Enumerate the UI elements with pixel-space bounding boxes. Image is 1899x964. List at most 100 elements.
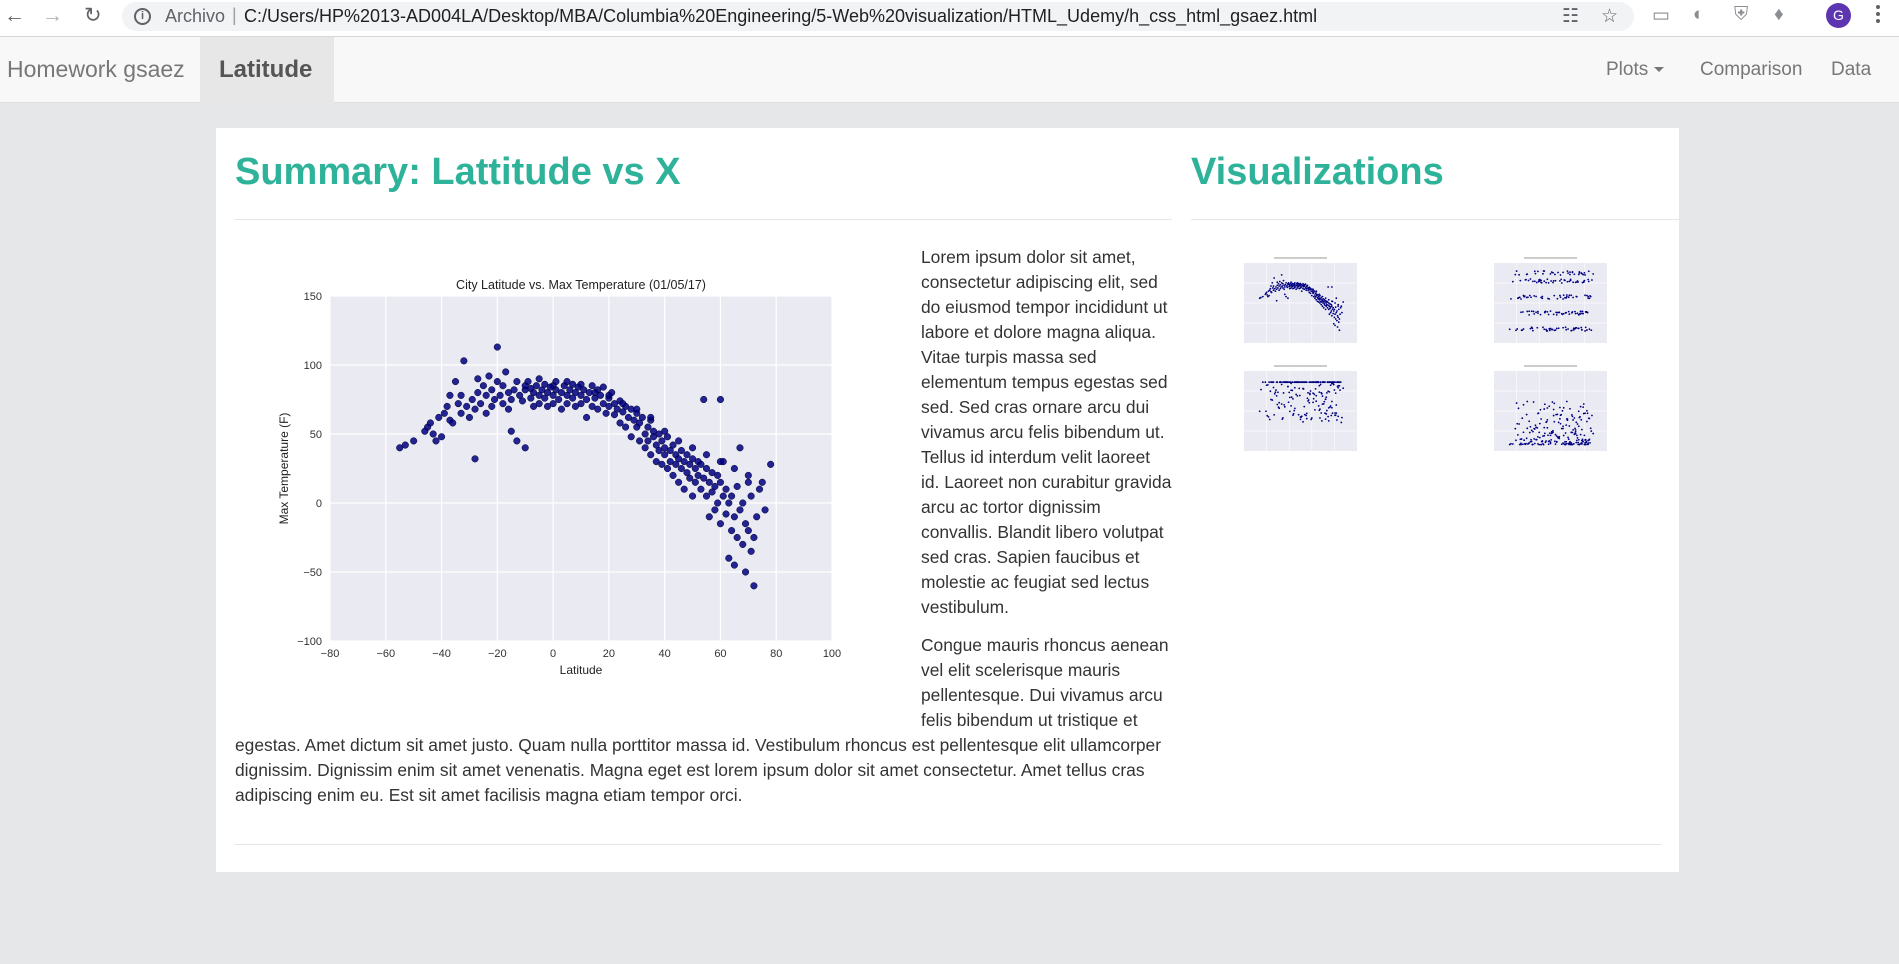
reload-icon[interactable]: ↻: [84, 4, 102, 27]
address-bar[interactable]: i Archivo | C:/Users/HP%2013-AD004LA/Des…: [122, 2, 1634, 31]
cast-icon[interactable]: ▭: [1652, 5, 1670, 26]
thumb-data-point: [1298, 387, 1301, 390]
thumbnail-humidity[interactable]: [1482, 253, 1622, 353]
nav-item-latitude[interactable]: Latitude: [200, 37, 334, 103]
thumb-data-point: [1567, 436, 1569, 439]
thumb-data-point: [1268, 381, 1271, 384]
thumb-data-point: [1530, 440, 1533, 443]
thumb-data-point: [1342, 387, 1345, 390]
puzzle-icon[interactable]: ♦: [1774, 4, 1784, 25]
thumb-data-point: [1296, 281, 1299, 284]
thumb-data-point: [1338, 384, 1341, 387]
thumb-data-point: [1572, 419, 1574, 421]
thumb-data-point: [1551, 328, 1554, 331]
thumb-data-point: [1588, 417, 1591, 420]
nav-link-comparison[interactable]: Comparison: [1700, 59, 1803, 80]
thumbnail-wind-speed[interactable]: [1482, 361, 1622, 461]
thumb-data-point: [1321, 395, 1324, 398]
data-point: [711, 506, 719, 514]
thumb-data-point: [1590, 329, 1593, 332]
thumb-data-point: [1530, 429, 1533, 432]
main-figure[interactable]: −80 −60 −40 −20 0 20 40 60 80 100 −100 −50 0 50 100 150…: [235, 245, 921, 723]
thumb-data-point: [1575, 439, 1578, 442]
y-tick-label: 100: [304, 360, 322, 372]
data-point: [663, 464, 672, 473]
info-icon[interactable]: i: [134, 8, 151, 25]
thumb-data-point: [1308, 401, 1311, 404]
thumbnail-max-temperature[interactable]: [1232, 253, 1372, 353]
thumb-data-point: [1273, 287, 1276, 290]
thumb-data-point: [1314, 408, 1316, 411]
thumb-data-point: [1565, 424, 1568, 427]
thumb-data-point: [1569, 407, 1571, 410]
thumb-data-point: [1279, 283, 1282, 286]
thumb-data-point: [1299, 381, 1302, 384]
thumb-data-point: [1553, 420, 1556, 423]
thumb-data-point: [1543, 432, 1546, 435]
thumb-data-point: [1589, 295, 1592, 298]
thumb-data-point: [1587, 270, 1590, 273]
thumb-data-point: [1328, 390, 1331, 393]
menu-icon[interactable]: [1876, 5, 1880, 26]
thumb-data-point: [1532, 329, 1534, 332]
back-arrow-icon[interactable]: ←: [4, 4, 25, 27]
plots-dropdown[interactable]: Plots: [1606, 59, 1665, 81]
thumb-data-point: [1532, 310, 1535, 313]
thumb-data-point: [1266, 295, 1269, 298]
thumb-data-point: [1582, 440, 1585, 443]
thumb-data-point: [1547, 281, 1550, 284]
thumb-data-point: [1528, 431, 1531, 434]
data-point: [705, 513, 713, 521]
url-text[interactable]: C:/Users/HP%2013-AD004LA/Desktop/MBA/Col…: [244, 6, 1318, 26]
thumbnail-cloudiness[interactable]: [1232, 361, 1372, 461]
thumb-data-point: [1339, 381, 1342, 384]
thumb-data-point: [1510, 442, 1512, 445]
thumb-data-point: [1537, 310, 1539, 313]
forward-arrow-icon[interactable]: →: [42, 4, 63, 27]
thumb-data-point: [1337, 415, 1340, 418]
data-point: [563, 400, 571, 408]
thumb-data-point: [1309, 393, 1311, 396]
data-point: [716, 520, 724, 528]
thumb-data-point: [1560, 413, 1563, 416]
thumb-data-point: [1555, 440, 1558, 443]
thumb-data-point: [1540, 281, 1542, 284]
shield-icon[interactable]: ⛨: [1734, 4, 1749, 25]
profile-avatar[interactable]: G: [1826, 3, 1851, 28]
thumb-data-point: [1575, 421, 1578, 424]
thumb-data-point: [1278, 285, 1281, 287]
thumb-data-point: [1580, 428, 1583, 431]
data-point: [485, 372, 493, 380]
thumb-data-point: [1558, 311, 1561, 314]
chart-title: City Latitude vs. Max Temperature (01/05…: [456, 278, 706, 292]
data-point: [549, 400, 557, 408]
thumb-data-point: [1592, 273, 1595, 275]
navbar-brand[interactable]: Homework gsaez: [7, 56, 185, 82]
thumb-data-point: [1537, 270, 1539, 273]
translate-icon[interactable]: ☷: [1562, 6, 1580, 27]
data-point: [689, 492, 697, 500]
thumb-data-point: [1555, 313, 1558, 316]
thumb-data-point: [1325, 305, 1328, 308]
data-point: [588, 382, 596, 390]
extension-icon[interactable]: ◐: [1693, 4, 1705, 25]
data-point: [493, 343, 501, 351]
thumb-data-point: [1576, 312, 1579, 315]
data-point: [549, 391, 557, 399]
nav-link-data[interactable]: Data: [1831, 59, 1872, 80]
thumb-data-point: [1532, 280, 1534, 283]
data-point: [468, 395, 476, 404]
thumb-data-point: [1261, 295, 1264, 298]
thumb-data-point: [1281, 285, 1284, 287]
thumb-data-point: [1339, 313, 1341, 316]
thumb-data-point: [1553, 273, 1556, 276]
thumb-data-point: [1548, 432, 1551, 435]
thumb-data-point: [1532, 401, 1535, 403]
visualizations-heading: Visualizations: [1191, 151, 1444, 193]
thumb-data-point: [1342, 301, 1345, 303]
thumb-data-point: [1328, 313, 1331, 316]
bookmark-star-icon[interactable]: ☆: [1601, 6, 1619, 27]
x-tick-label: −40: [432, 648, 451, 660]
thumb-data-point: [1570, 294, 1573, 297]
thumb-data-point: [1584, 412, 1586, 415]
